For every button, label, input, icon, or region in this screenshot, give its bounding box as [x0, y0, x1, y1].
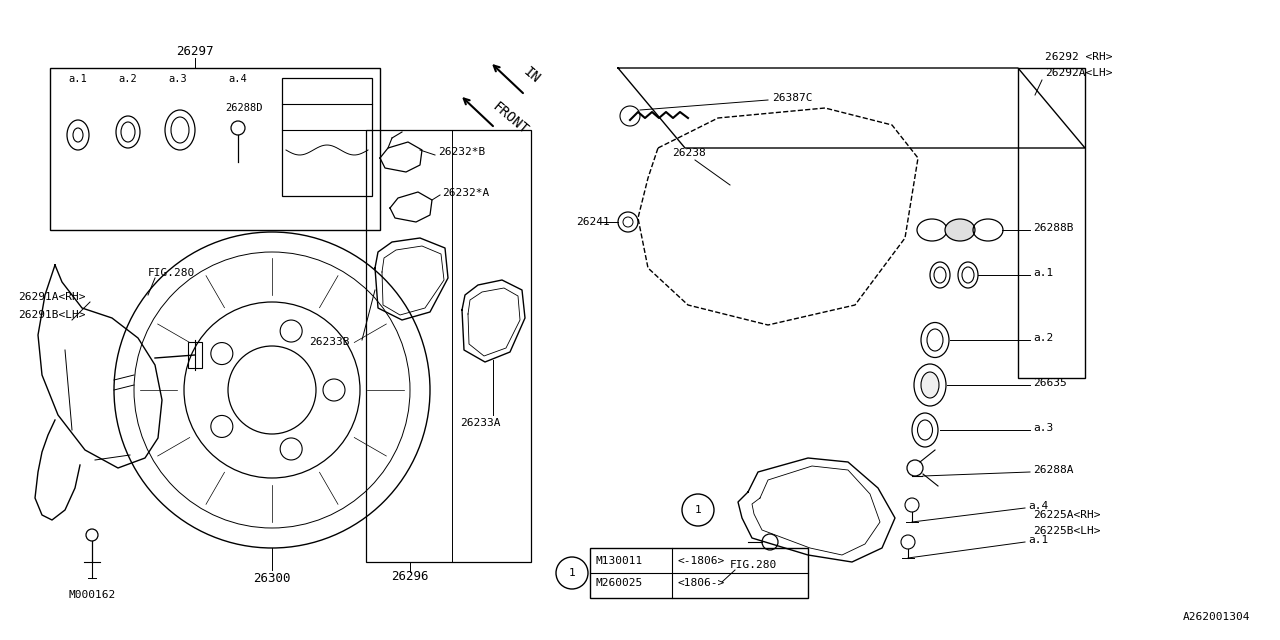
- Text: 26300: 26300: [253, 572, 291, 585]
- Text: 26296: 26296: [392, 570, 429, 583]
- Text: M260025: M260025: [596, 578, 644, 588]
- Text: 26635: 26635: [1033, 378, 1066, 388]
- Text: 26288A: 26288A: [1033, 465, 1074, 475]
- Text: 26225A<RH>: 26225A<RH>: [1033, 510, 1101, 520]
- Text: 26297: 26297: [177, 45, 214, 58]
- Text: 26233A: 26233A: [460, 418, 500, 428]
- Text: FIG.280: FIG.280: [730, 560, 777, 570]
- Ellipse shape: [922, 372, 940, 398]
- Text: FIG.280: FIG.280: [148, 268, 196, 278]
- Text: a.3: a.3: [169, 74, 187, 84]
- Text: M130011: M130011: [596, 556, 644, 566]
- Text: a.2: a.2: [1033, 333, 1053, 343]
- Text: a.4: a.4: [229, 74, 247, 84]
- Text: 26288D: 26288D: [225, 103, 262, 113]
- Text: <-1806>: <-1806>: [678, 556, 726, 566]
- Text: M000162: M000162: [68, 590, 115, 600]
- Text: <1806->: <1806->: [678, 578, 726, 588]
- Bar: [282, 78, 372, 196]
- Text: 1: 1: [568, 568, 576, 578]
- Text: a.1: a.1: [1033, 268, 1053, 278]
- Text: a.3: a.3: [1033, 423, 1053, 433]
- Text: 26292 <RH>: 26292 <RH>: [1044, 52, 1112, 62]
- Text: 1: 1: [695, 505, 701, 515]
- Bar: [188, 342, 202, 368]
- Text: IN: IN: [521, 65, 543, 86]
- Text: 26233B: 26233B: [310, 337, 349, 347]
- Bar: [50, 68, 380, 230]
- Bar: [1018, 68, 1085, 378]
- Bar: [366, 130, 531, 562]
- Bar: [590, 548, 808, 598]
- Text: 26387C: 26387C: [772, 93, 813, 103]
- Text: a.1: a.1: [1028, 535, 1048, 545]
- Text: 26241: 26241: [576, 217, 611, 227]
- Text: a.4: a.4: [1028, 501, 1048, 511]
- Text: 26288B: 26288B: [1033, 223, 1074, 233]
- Text: 26225B<LH>: 26225B<LH>: [1033, 526, 1101, 536]
- Ellipse shape: [945, 219, 975, 241]
- Polygon shape: [618, 68, 1085, 148]
- Text: A262001304: A262001304: [1183, 612, 1251, 622]
- Text: 26292A<LH>: 26292A<LH>: [1044, 68, 1112, 78]
- Text: 26291A<RH>: 26291A<RH>: [18, 292, 86, 302]
- Text: 26232*A: 26232*A: [442, 188, 489, 198]
- Text: a.1: a.1: [69, 74, 87, 84]
- Text: 26238: 26238: [672, 148, 705, 158]
- Text: FRONT: FRONT: [489, 100, 530, 138]
- Text: a.2: a.2: [119, 74, 137, 84]
- Text: 26291B<LH>: 26291B<LH>: [18, 310, 86, 320]
- Text: 26232*B: 26232*B: [438, 147, 485, 157]
